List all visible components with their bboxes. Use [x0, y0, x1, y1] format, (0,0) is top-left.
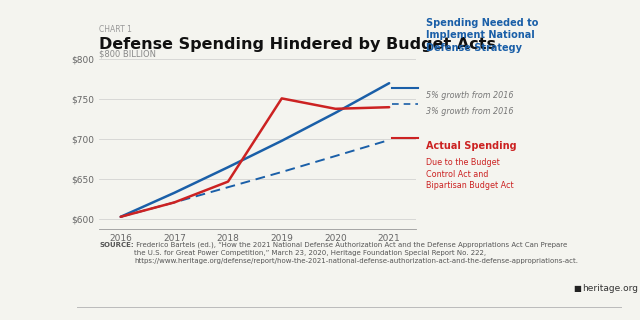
Text: Defense Spending Hindered by Budget Acts: Defense Spending Hindered by Budget Acts [99, 37, 496, 52]
Text: Due to the Budget
Control Act and
Bipartisan Budget Act: Due to the Budget Control Act and Bipart… [426, 158, 513, 190]
Text: $800 BILLION: $800 BILLION [99, 50, 156, 59]
Text: Actual Spending: Actual Spending [426, 141, 516, 151]
Text: CHART 1: CHART 1 [99, 25, 132, 34]
Text: ■: ■ [573, 284, 580, 293]
Text: 5% growth from 2016: 5% growth from 2016 [426, 91, 513, 100]
Text: SOURCE:: SOURCE: [99, 242, 134, 248]
Text: Frederico Bartels (ed.), “How the 2021 National Defense Authorization Act and th: Frederico Bartels (ed.), “How the 2021 N… [134, 242, 579, 264]
Text: 3% growth from 2016: 3% growth from 2016 [426, 107, 513, 116]
Text: heritage.org: heritage.org [582, 284, 639, 293]
Text: Spending Needed to
Implement National
Defense Strategy: Spending Needed to Implement National De… [426, 18, 538, 53]
